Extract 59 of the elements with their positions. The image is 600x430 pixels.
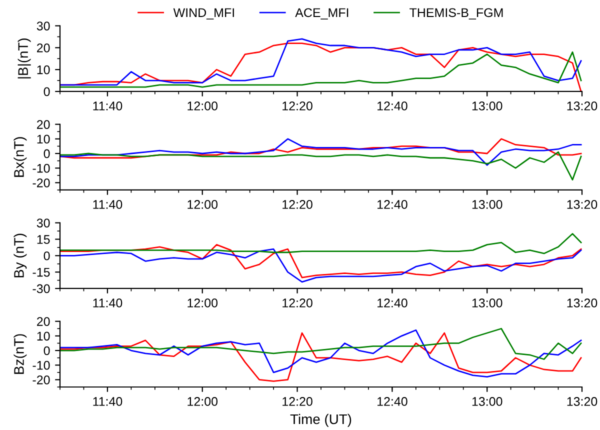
line-series [60,248,582,283]
x-tick-label: 11:40 [93,102,122,110]
x-tick-label: 12:40 [378,200,408,209]
x-tick-label: 12:20 [282,298,312,308]
x-tick-label: 13:20 [567,102,598,110]
y-tick-label: 0 [44,149,50,158]
y-axis-title: By (nT) [14,234,27,278]
x-tick-label: 13:00 [472,298,502,308]
y-tick-label: 0 [44,346,50,356]
x-tick-label: 12:00 [188,298,218,308]
line-series [60,151,582,180]
x-tick-label: 12:40 [378,102,408,110]
y-tick-label: 10 [37,332,50,341]
line-series [60,51,582,88]
y-tick-label: -20 [32,178,50,188]
x-tick-label: 12:40 [378,298,408,308]
y-axis-title: Bz(nT) [14,334,27,374]
x-tick-label: 13:00 [472,102,502,110]
x-tick-label: 13:00 [472,200,502,209]
line-series [60,38,582,86]
y-tick-label: -10 [32,360,50,370]
x-axis-title: Time (UT) [290,414,352,427]
x-tick-label: 12:40 [378,397,408,406]
y-tick-label: -10 [32,164,50,173]
y-tick-label: 0 [44,251,50,260]
y-tick-label: -15 [32,268,50,277]
x-tick-label: 12:00 [188,397,218,406]
x-tick-label: 11:40 [93,200,122,209]
y-tick-label: 20 [37,120,50,129]
y-axis-title: |B|(nT) [18,38,31,78]
y-axis-title: Bx(nT) [14,137,27,177]
y-tick-label: 30 [36,22,50,30]
y-tick-label: 15 [37,235,50,244]
line-series [60,328,582,360]
x-tick-label: 12:20 [282,397,312,406]
y-tick-label: -20 [32,376,50,384]
legend-label: WIND_MFI [173,8,234,20]
x-tick-label: 12:00 [188,102,218,110]
y-tick-label: -30 [32,284,50,294]
x-tick-label: 13:20 [567,298,598,308]
x-tick-label: 11:40 [93,397,122,406]
y-tick-label: 10 [37,65,50,74]
line-series [60,233,582,254]
x-tick-label: 12:20 [282,200,312,209]
x-tick-label: 13:20 [567,200,598,209]
x-tick-label: 11:40 [93,298,122,308]
line-series [60,138,582,166]
y-tick-label: 20 [37,43,50,52]
line-series [60,244,582,278]
y-tick-label: 30 [36,218,50,228]
legend-label: ACE_MFI [295,8,348,20]
x-tick-label: 13:00 [472,397,502,406]
x-tick-label: 13:20 [567,397,598,406]
y-tick-label: 10 [37,134,50,144]
x-tick-label: 12:00 [188,200,218,209]
legend-label: THEMIS-B_FGM [410,8,503,20]
y-tick-label: 20 [37,317,50,326]
x-tick-label: 12:20 [282,102,312,110]
y-tick-label: 0 [44,87,50,96]
